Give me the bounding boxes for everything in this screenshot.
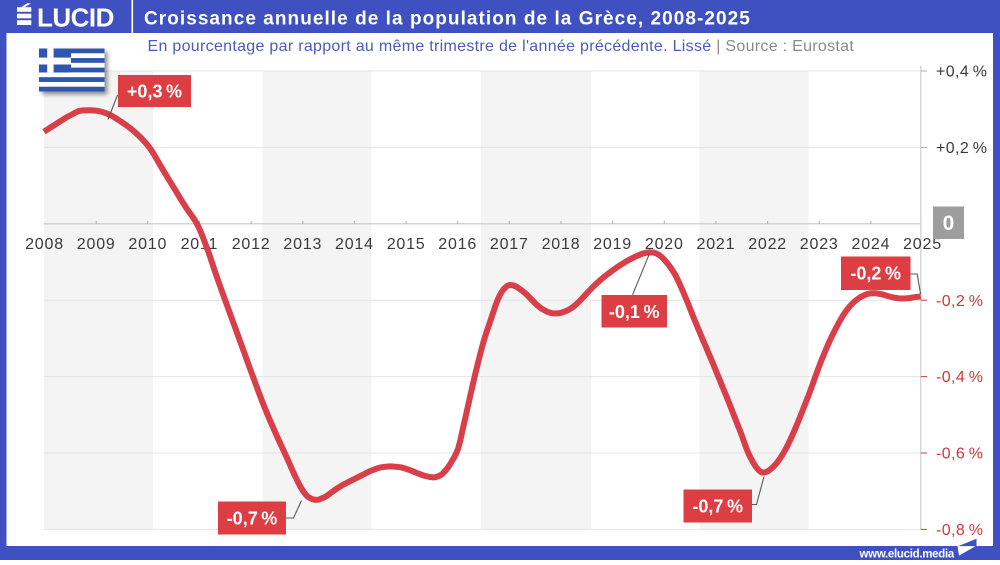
svg-text:+0,4 %: +0,4 % [936,64,987,81]
svg-text:2016: 2016 [438,236,477,253]
svg-text:2012: 2012 [232,236,271,253]
svg-text:En pourcentage par rapport au: En pourcentage par rapport au même trime… [148,38,855,55]
svg-text:2017: 2017 [490,236,529,253]
svg-text:2009: 2009 [77,236,116,253]
svg-text:-0,4 %: -0,4 % [936,369,983,386]
svg-text:2018: 2018 [542,236,581,253]
svg-text:+0,3 %: +0,3 % [127,82,182,102]
svg-text:2014: 2014 [335,236,374,253]
svg-text:-0,6 %: -0,6 % [936,446,983,463]
svg-text:Croissance annuelle de la popu: Croissance annuelle de la population de … [144,9,751,30]
svg-text:2021: 2021 [697,236,736,253]
svg-text:2011: 2011 [181,236,219,253]
svg-text:2024: 2024 [852,236,891,253]
svg-text:2020: 2020 [645,236,684,253]
svg-text:LUCID: LUCID [37,3,114,33]
svg-text:2010: 2010 [128,236,167,253]
svg-text:2015: 2015 [387,236,426,253]
svg-text:-0,2 %: -0,2 % [936,293,983,310]
svg-text:-0,2 %: -0,2 % [850,264,901,284]
svg-text:-0,7 %: -0,7 % [227,509,278,529]
svg-text:2025: 2025 [903,236,942,253]
svg-text:2023: 2023 [800,236,839,253]
svg-text:-0,1 %: -0,1 % [609,302,660,322]
svg-text:2022: 2022 [748,236,787,253]
svg-text:0: 0 [943,212,955,235]
svg-text:2008: 2008 [25,236,64,253]
svg-text:+0,2 %: +0,2 % [936,140,987,157]
svg-text:2019: 2019 [593,236,632,253]
svg-text:-0,8 %: -0,8 % [936,522,983,539]
svg-text:2013: 2013 [283,236,322,253]
svg-text:www.elucid.media: www.elucid.media [859,549,955,561]
svg-text:-0,7 %: -0,7 % [692,497,743,517]
